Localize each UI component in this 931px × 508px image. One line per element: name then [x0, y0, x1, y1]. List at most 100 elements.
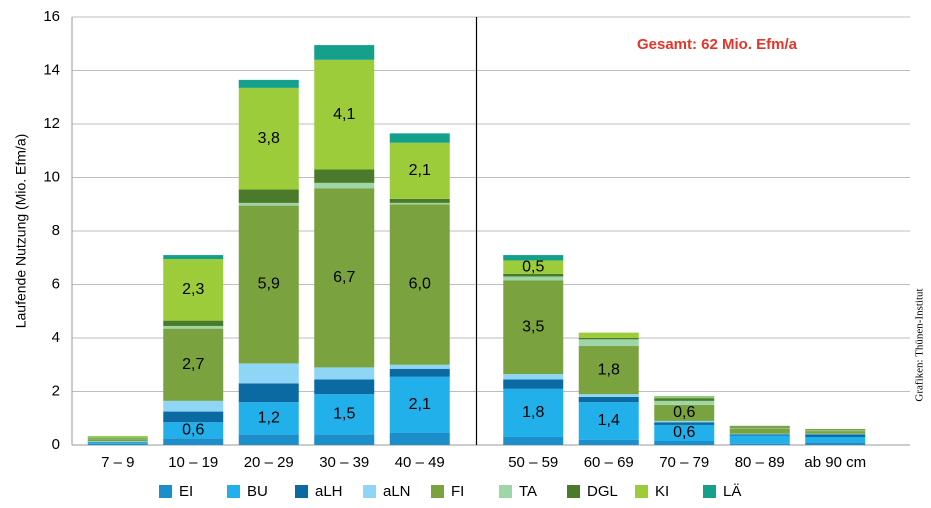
bar-segment [654, 396, 715, 397]
legend-swatch [635, 485, 648, 498]
x-tick-label: 80 – 89 [735, 454, 785, 471]
bar-segment [503, 436, 564, 445]
legend-label: EI [179, 483, 193, 500]
bar-segment [729, 427, 790, 429]
bar-segment [314, 45, 375, 60]
y-tick-label: 6 [52, 275, 60, 292]
bar-segment [314, 188, 375, 368]
bar-segment [729, 443, 790, 445]
bar-segment [578, 346, 639, 395]
legend-label: FI [451, 483, 464, 500]
bar-segment [238, 402, 299, 435]
bar-segment [805, 433, 866, 435]
legend-swatch [567, 485, 580, 498]
value-label: 1,8 [598, 361, 620, 378]
value-label: 3,8 [258, 130, 280, 147]
value-label: 1,5 [333, 405, 355, 422]
bar-segment [654, 404, 715, 421]
bar-segment [503, 374, 564, 380]
value-label: 3,5 [522, 319, 544, 336]
bar-segment [87, 436, 148, 439]
bar-segment [578, 402, 639, 440]
bar-segment [729, 426, 790, 428]
value-label: 0,6 [182, 422, 204, 439]
legend-swatch [363, 485, 376, 498]
y-tick-label: 8 [52, 222, 60, 239]
bar-segment [87, 438, 148, 439]
bar-segment [163, 259, 224, 321]
bar-segment [87, 441, 148, 442]
bar-segment [314, 169, 375, 183]
bar-segment [729, 433, 790, 435]
bar-segment [805, 434, 866, 437]
value-label: 2,7 [182, 356, 204, 373]
bar-segment [238, 363, 299, 384]
legend-label: LÄ [723, 483, 741, 500]
bar-segment [654, 400, 715, 405]
bar-segment [503, 276, 564, 281]
bar-segment [87, 438, 148, 440]
bar-segment [805, 428, 866, 430]
value-label: 2,3 [182, 281, 204, 298]
value-label: 6,7 [333, 269, 355, 286]
legend-swatch [227, 485, 240, 498]
bar-segment [654, 396, 715, 399]
value-label: 2,1 [409, 396, 431, 413]
bar-segment [238, 383, 299, 403]
legend-swatch [431, 485, 444, 498]
bar-segment [87, 442, 148, 444]
x-tick-label: 10 – 19 [168, 454, 218, 471]
annotation: Gesamt: 62 Mio. Efm/a [637, 36, 798, 53]
bar-segment [578, 339, 639, 347]
bar-segment [314, 394, 375, 435]
bar-segment [238, 189, 299, 203]
bar-segment [163, 325, 224, 329]
bar-segment [163, 422, 224, 439]
y-tick-label: 14 [43, 61, 60, 78]
bar-segment [389, 376, 450, 433]
credit: Grafiken: Thünen-Institut [914, 288, 926, 401]
bar-segment [389, 142, 450, 199]
bar-segment [578, 332, 639, 338]
bar-segment [503, 379, 564, 389]
bar-segment [503, 255, 564, 261]
x-tick-label: 40 – 49 [395, 454, 445, 471]
y-tick-label: 4 [52, 329, 60, 346]
bar-segment [389, 432, 450, 445]
bar-segment [805, 429, 866, 431]
bar-segment [654, 440, 715, 445]
bar-segment [238, 205, 299, 364]
value-label: 0,6 [673, 404, 695, 421]
bar-segment [389, 368, 450, 377]
legend-swatch [499, 485, 512, 498]
bar-segment [503, 260, 564, 274]
bar-segment [238, 79, 299, 88]
bar-segment [805, 431, 866, 434]
bar-segment [87, 443, 148, 445]
y-tick-label: 0 [52, 436, 60, 453]
value-label: 1,4 [598, 412, 620, 429]
bar-segment [729, 425, 790, 427]
value-label: 1,2 [258, 409, 280, 426]
value-label: 2,1 [409, 162, 431, 179]
bar-segment [389, 364, 450, 369]
bar-segment [805, 430, 866, 432]
bar-segment [87, 441, 148, 443]
bar-segment [503, 273, 564, 277]
legend-label: DGL [587, 483, 618, 500]
bar-segment [163, 320, 224, 326]
value-label: 1,8 [522, 404, 544, 421]
x-tick-label: 70 – 79 [659, 454, 709, 471]
value-label: 0,5 [522, 258, 544, 275]
legend-label: BU [247, 483, 268, 500]
bar-segment [389, 202, 450, 205]
legend-label: aLN [383, 483, 411, 500]
bar-segment [389, 198, 450, 203]
x-tick-label: 50 – 59 [508, 454, 558, 471]
bar-segment [578, 396, 639, 403]
bar-segment [163, 400, 224, 412]
bar-segment [578, 338, 639, 340]
bar-segment [389, 133, 450, 143]
legend-swatch [159, 485, 172, 498]
bar-segment [163, 438, 224, 445]
